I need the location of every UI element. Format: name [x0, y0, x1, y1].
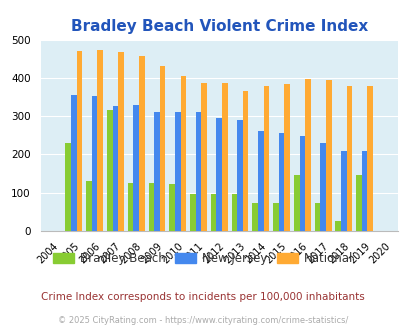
Text: Crime Index corresponds to incidents per 100,000 inhabitants: Crime Index corresponds to incidents per…: [41, 292, 364, 302]
Bar: [231, 194, 237, 231]
Bar: [112, 106, 118, 231]
Bar: [65, 143, 71, 231]
Bar: [107, 111, 112, 231]
Bar: [154, 112, 159, 231]
Bar: [346, 85, 352, 231]
Bar: [210, 194, 216, 231]
Bar: [77, 51, 82, 231]
Bar: [273, 203, 278, 231]
Bar: [118, 52, 124, 231]
Bar: [169, 184, 175, 231]
Bar: [314, 203, 320, 231]
Bar: [278, 133, 284, 231]
Bar: [355, 175, 361, 231]
Bar: [128, 183, 133, 231]
Bar: [252, 203, 257, 231]
Bar: [263, 86, 269, 231]
Bar: [71, 95, 77, 231]
Bar: [139, 56, 144, 231]
Bar: [237, 120, 242, 231]
Bar: [257, 131, 263, 231]
Bar: [201, 83, 207, 231]
Bar: [367, 86, 372, 231]
Bar: [180, 76, 185, 231]
Legend: Bradley Beach, New Jersey, National: Bradley Beach, New Jersey, National: [48, 247, 357, 270]
Bar: [293, 175, 299, 231]
Bar: [325, 80, 331, 231]
Bar: [159, 66, 165, 231]
Bar: [340, 150, 346, 231]
Bar: [320, 143, 325, 231]
Title: Bradley Beach Violent Crime Index: Bradley Beach Violent Crime Index: [70, 19, 367, 34]
Bar: [299, 136, 305, 231]
Bar: [222, 83, 227, 231]
Bar: [284, 84, 289, 231]
Bar: [335, 221, 340, 231]
Bar: [305, 79, 310, 231]
Bar: [148, 183, 154, 231]
Bar: [92, 96, 97, 231]
Bar: [133, 105, 139, 231]
Bar: [242, 90, 248, 231]
Bar: [361, 151, 367, 231]
Text: © 2025 CityRating.com - https://www.cityrating.com/crime-statistics/: © 2025 CityRating.com - https://www.city…: [58, 316, 347, 325]
Bar: [175, 112, 180, 231]
Bar: [195, 112, 201, 231]
Bar: [190, 194, 195, 231]
Bar: [97, 50, 103, 231]
Bar: [86, 181, 92, 231]
Bar: [216, 118, 222, 231]
